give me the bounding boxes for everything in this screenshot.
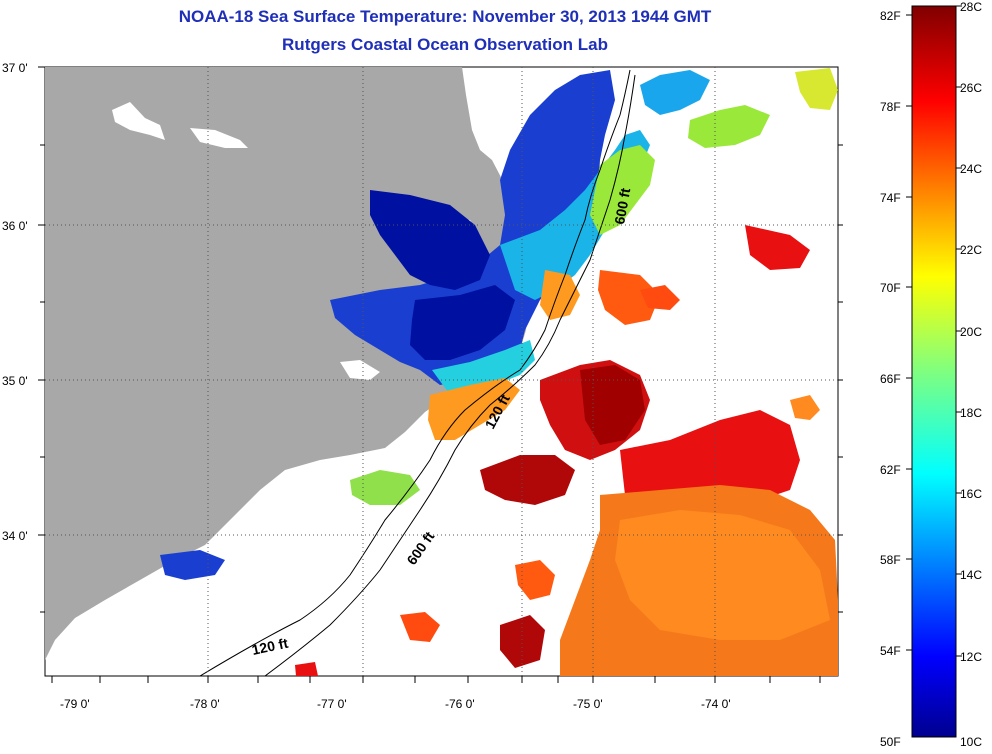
colorbar-c-label: 18C <box>960 406 982 420</box>
colorbar-c-label: 14C <box>960 568 982 582</box>
colorbar-f-label: 82F <box>880 9 901 23</box>
contour-label-600: 600 ft <box>611 186 633 225</box>
lon-label: -77 0' <box>317 697 347 711</box>
lon-label: -76 0' <box>445 697 475 711</box>
colorbar-c-label: 12C <box>960 650 982 664</box>
lon-label: -79 0' <box>60 697 90 711</box>
colorbar <box>911 5 957 738</box>
colorbar-c-label: 20C <box>960 325 982 339</box>
contour-label-120: 120 ft <box>250 635 289 658</box>
colorbar-c-label: 10C <box>960 735 982 749</box>
colorbar-c-label: 22C <box>960 243 982 257</box>
colorbar-f-label: 58F <box>880 553 901 567</box>
lat-label: 35 0' <box>2 374 28 388</box>
lon-label: -74 0' <box>701 697 731 711</box>
lat-label: 37 0' <box>2 61 28 75</box>
lon-label: -78 0' <box>190 697 220 711</box>
lat-label: 36 0' <box>2 219 28 233</box>
colorbar-f-label: 70F <box>880 281 901 295</box>
sst-cold-zone <box>330 70 615 385</box>
map-subtitle: Rutgers Coastal Ocean Observation Lab <box>282 35 608 54</box>
lon-label: -75 0' <box>573 697 603 711</box>
colorbar-c-label: 28C <box>960 0 982 14</box>
colorbar-c-label: 26C <box>960 81 982 95</box>
colorbar-f-label: 66F <box>880 372 901 386</box>
colorbar-f-label: 50F <box>880 735 901 749</box>
grid-lines <box>45 67 838 676</box>
map-title: NOAA-18 Sea Surface Temperature: Novembe… <box>178 7 712 26</box>
colorbar-c-label: 24C <box>960 162 982 176</box>
colorbar-f-label: 74F <box>880 191 901 205</box>
lat-label: 34 0' <box>2 529 28 543</box>
colorbar-f-label: 54F <box>880 644 901 658</box>
colorbar-f-label: 78F <box>880 100 901 114</box>
colorbar-c-label: 16C <box>960 487 982 501</box>
colorbar-f-label: 62F <box>880 463 901 477</box>
